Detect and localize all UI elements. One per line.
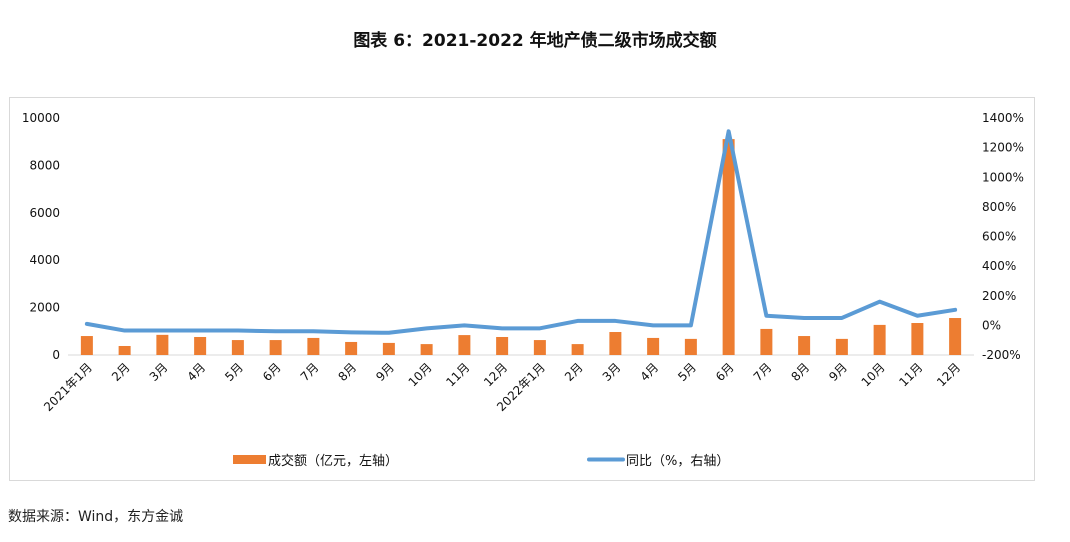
bar [760, 328, 773, 355]
bar [609, 332, 622, 355]
bar [496, 336, 509, 355]
right-axis-tick: 1200% [982, 141, 1024, 155]
bar [80, 336, 93, 355]
legend-swatch-bar [233, 455, 266, 464]
chart: 0 2000 4000 6000 8000 10000 -200% 0% 200% 400% 600… [22, 111, 1024, 469]
left-axis-tick: 10000 [22, 111, 60, 125]
bar [722, 139, 735, 355]
bar [382, 342, 395, 355]
source-note: 数据来源：Wind，东方金诚 [8, 509, 184, 525]
chart-frame [9, 97, 1035, 481]
bar [911, 323, 924, 355]
right-axis-tick: 400% [982, 259, 1016, 273]
bar [873, 324, 886, 355]
bar [269, 340, 282, 355]
bar [194, 336, 207, 355]
bar [231, 340, 244, 355]
right-axis-tick: 800% [982, 200, 1016, 214]
bar [949, 318, 962, 355]
bar [345, 341, 358, 355]
bar [118, 345, 131, 355]
right-axis-tick: 600% [982, 230, 1016, 244]
bar [156, 334, 169, 355]
bar [684, 338, 697, 355]
bar [307, 337, 320, 355]
bar [458, 335, 471, 355]
bar [835, 338, 848, 355]
right-axis-tick: 1400% [982, 111, 1024, 125]
yoy-line [84, 129, 958, 335]
legend-label-bar: 成交额（亿元，左轴） [268, 453, 398, 469]
bar [533, 340, 546, 355]
bar [647, 337, 660, 355]
right-axis-tick: 200% [982, 289, 1016, 303]
left-axis-tick: 0 [52, 348, 60, 362]
chart-title: 图表 6：2021-2022 年地产债二级市场成交额 [353, 31, 717, 51]
right-axis-tick: 1000% [982, 170, 1024, 184]
right-axis-tick: -200% [982, 348, 1021, 362]
left-axis-tick: 2000 [29, 301, 60, 315]
legend-label-line: 同比（%，右轴） [626, 454, 729, 469]
right-axis-tick: 0% [982, 318, 1001, 332]
bar [571, 344, 584, 355]
left-axis-tick: 4000 [29, 253, 60, 267]
bar [420, 344, 433, 355]
left-axis-tick: 8000 [29, 158, 60, 172]
left-axis-tick: 6000 [29, 206, 60, 220]
bar [798, 336, 811, 355]
